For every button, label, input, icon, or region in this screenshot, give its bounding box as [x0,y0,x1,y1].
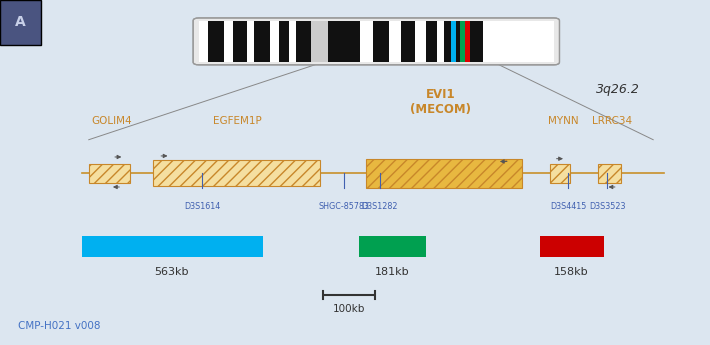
Bar [297,21,311,62]
Bar [366,159,522,188]
Bar [465,21,471,62]
Text: D3S1614: D3S1614 [184,202,221,211]
Bar [426,21,437,62]
Bar [82,236,263,257]
Bar [247,21,254,62]
Text: 181kb: 181kb [375,267,409,277]
Bar [415,21,426,62]
Bar [373,21,389,62]
Bar [290,21,297,62]
Bar [389,21,401,62]
Text: A: A [15,16,26,29]
Bar [233,21,247,62]
Bar [460,21,465,62]
Text: EGFEM1P: EGFEM1P [214,116,262,126]
FancyBboxPatch shape [0,0,41,45]
Bar [208,21,224,62]
Text: 100kb: 100kb [332,304,365,314]
Text: MYNN: MYNN [547,116,579,126]
FancyBboxPatch shape [193,18,559,65]
Text: D3S1282: D3S1282 [361,202,398,211]
Text: CMP-H021 v008: CMP-H021 v008 [18,321,100,331]
Text: 158kb: 158kb [554,267,588,277]
Bar [444,21,451,62]
Text: GOLIM4: GOLIM4 [91,116,132,126]
Bar [328,21,361,62]
Bar [471,21,483,62]
Bar [89,164,130,183]
Bar [401,21,415,62]
Bar [451,21,457,62]
Text: EVI1
(MECOM): EVI1 (MECOM) [410,88,471,116]
Bar [199,21,208,62]
Bar [598,164,621,183]
Text: D3S3523: D3S3523 [589,202,626,211]
Text: 563kb: 563kb [155,267,189,277]
Bar [224,21,233,62]
Bar [437,21,444,62]
Bar [361,21,373,62]
Bar [254,21,270,62]
Bar [311,21,328,62]
Text: 3q26.2: 3q26.2 [596,83,640,96]
Bar [153,160,320,186]
Text: D3S4415: D3S4415 [550,202,586,211]
Bar [483,21,554,62]
Bar [540,236,604,257]
Bar [457,21,460,62]
Text: LRRC34: LRRC34 [592,116,632,126]
Text: SHGC-85783: SHGC-85783 [319,202,370,211]
Bar [359,236,426,257]
Bar [550,164,570,183]
Bar [270,21,278,62]
Bar [278,21,290,62]
